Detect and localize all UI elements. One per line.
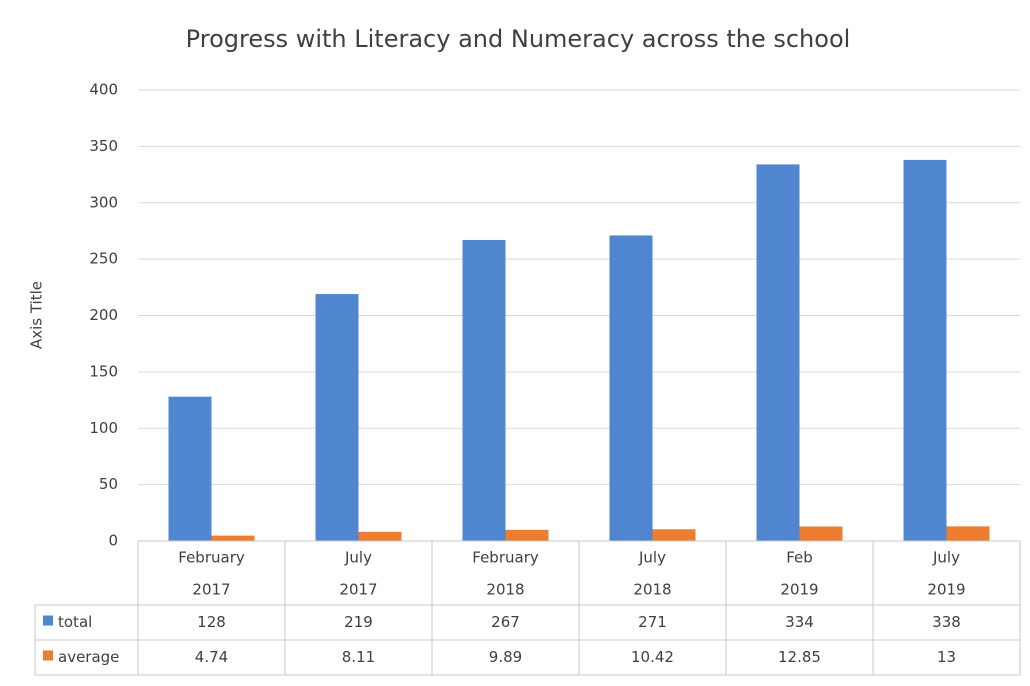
bar (609, 235, 653, 541)
x-tick-label: 2018 (486, 581, 524, 599)
table-value: 12.85 (778, 648, 821, 666)
x-tick-label: 2017 (192, 581, 230, 599)
y-tick-label: 150 (89, 362, 118, 380)
table-value: 271 (638, 613, 667, 631)
x-tick-label: 2017 (339, 581, 377, 599)
y-tick-label: 50 (99, 475, 118, 493)
x-tick-label: 2018 (633, 581, 671, 599)
table-value: 4.74 (195, 648, 228, 666)
bar (315, 294, 359, 541)
table-value: 8.11 (342, 648, 375, 666)
y-tick-label: 0 (108, 532, 118, 550)
table-value: 338 (932, 613, 961, 631)
table-value: 267 (491, 613, 520, 631)
x-tick-label: Feb (786, 549, 813, 567)
table-value: 128 (197, 613, 226, 631)
table-value: 334 (785, 613, 814, 631)
y-tick-label: 300 (89, 193, 118, 211)
x-tick-label: 2019 (927, 581, 965, 599)
bar (211, 535, 255, 541)
x-tick-label: July (932, 549, 960, 567)
table-value: 9.89 (489, 648, 522, 666)
bar (505, 529, 549, 541)
x-tick-label: 2019 (780, 581, 818, 599)
x-tick-label: July (638, 549, 666, 567)
y-tick-label: 250 (89, 250, 118, 268)
y-tick-label: 100 (89, 419, 118, 437)
y-tick-label: 350 (89, 137, 118, 155)
legend-label: total (58, 613, 92, 631)
table-value: 219 (344, 613, 373, 631)
bar (946, 526, 990, 541)
bar (652, 529, 696, 541)
legend-label: average (58, 648, 119, 666)
x-tick-label: February (178, 549, 245, 567)
bar (799, 526, 843, 541)
legend-swatch (43, 650, 53, 661)
bar (903, 159, 947, 541)
table-value: 10.42 (631, 648, 674, 666)
bar (462, 239, 506, 541)
bar (168, 396, 212, 541)
table-value: 13 (937, 648, 956, 666)
legend-swatch (43, 615, 53, 626)
y-tick-label: 400 (89, 81, 118, 99)
bar (756, 164, 800, 542)
x-tick-label: July (344, 549, 372, 567)
bar (358, 531, 402, 541)
x-tick-label: February (472, 549, 539, 567)
chart-title: Progress with Literacy and Numeracy acro… (186, 25, 851, 53)
y-axis-title: Axis Title (28, 281, 46, 349)
y-tick-label: 200 (89, 306, 118, 324)
